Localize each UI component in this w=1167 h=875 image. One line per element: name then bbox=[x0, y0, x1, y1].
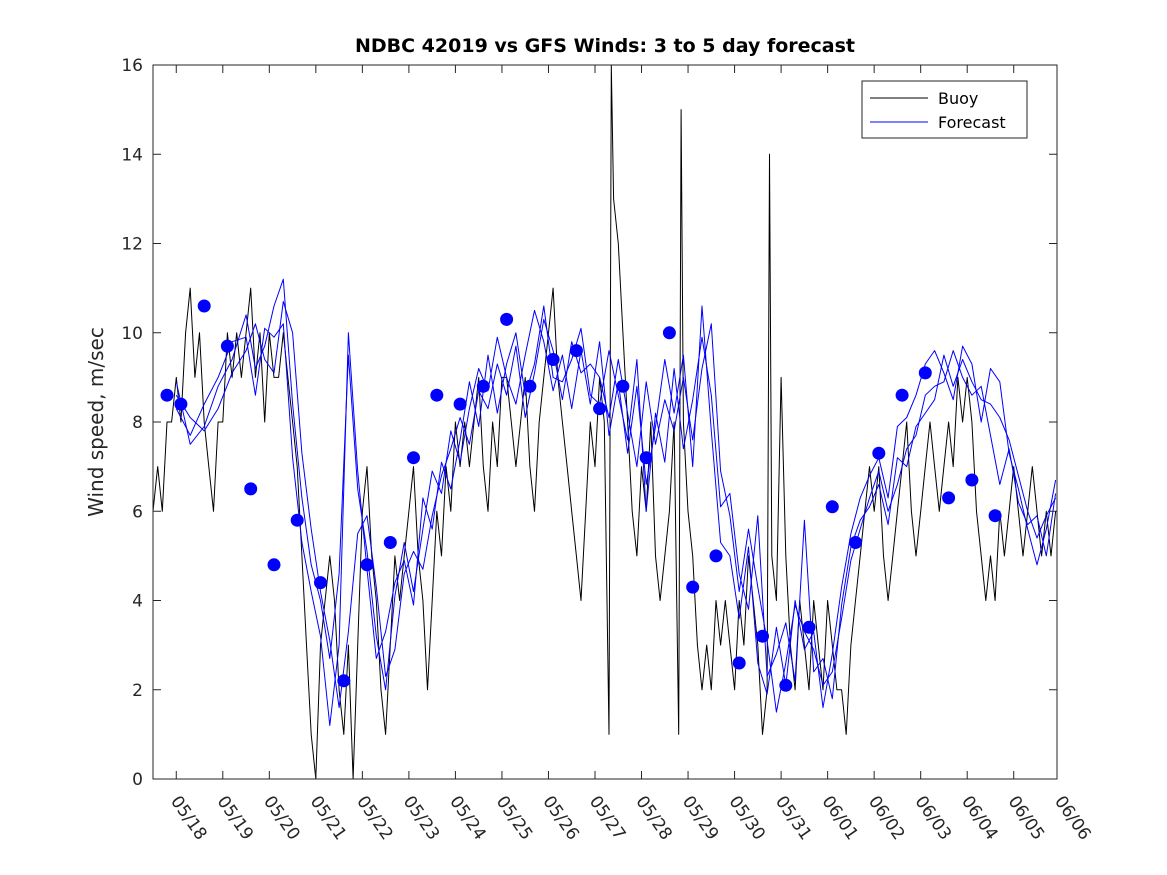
forecast-series-line-3 bbox=[175, 305, 1057, 726]
y-tick-label-14: 14 bbox=[121, 145, 143, 165]
y-axis-label: Wind speed, m/sec bbox=[84, 327, 108, 517]
forecast-marker-11 bbox=[407, 451, 420, 465]
forecast-marker-10 bbox=[383, 536, 397, 549]
y-tick-label-12: 12 bbox=[121, 235, 143, 255]
forecast-marker-15 bbox=[500, 312, 514, 326]
forecast-series-line-2 bbox=[175, 278, 1057, 709]
forecast-marker-29 bbox=[825, 500, 839, 514]
forecast-marker-24 bbox=[709, 549, 723, 563]
forecast-marker-31 bbox=[872, 446, 886, 460]
forecast-marker-19 bbox=[593, 402, 607, 416]
forecast-marker-30 bbox=[849, 536, 862, 549]
forecast-marker-17 bbox=[546, 353, 560, 366]
forecast-marker-36 bbox=[988, 509, 1002, 523]
forecast-marker-2 bbox=[197, 299, 211, 313]
forecast-marker-32 bbox=[895, 388, 909, 402]
forecast-marker-8 bbox=[337, 674, 351, 688]
y-tick-label-10: 10 bbox=[121, 324, 143, 344]
forecast-marker-28 bbox=[802, 620, 816, 634]
forecast-marker-27 bbox=[779, 678, 793, 692]
forecast-marker-25 bbox=[732, 656, 746, 670]
forecast-marker-23 bbox=[686, 580, 700, 594]
forecast-marker-26 bbox=[756, 629, 769, 643]
forecast-marker-5 bbox=[267, 558, 281, 572]
forecast-marker-6 bbox=[290, 513, 304, 527]
legend-forecast-label: Forecast bbox=[938, 113, 1006, 132]
forecast-marker-7 bbox=[314, 576, 327, 590]
data-layer bbox=[152, 64, 1057, 780]
plot-area bbox=[153, 65, 1057, 779]
y-tick-label-0: 0 bbox=[132, 770, 143, 790]
forecast-marker-18 bbox=[569, 344, 583, 358]
forecast-marker-13 bbox=[453, 397, 467, 411]
forecast-marker-12 bbox=[430, 388, 444, 402]
forecast-marker-4 bbox=[244, 482, 258, 496]
forecast-marker-3 bbox=[220, 339, 234, 353]
chart-title: NDBC 42019 vs GFS Winds: 3 to 5 day fore… bbox=[355, 35, 855, 57]
y-tick-label-8: 8 bbox=[132, 413, 143, 433]
forecast-marker-14 bbox=[476, 379, 490, 393]
forecast-marker-34 bbox=[942, 491, 956, 505]
y-tick-label-4: 4 bbox=[132, 592, 143, 612]
buoy-series-line bbox=[152, 64, 1057, 780]
y-tick-label-16: 16 bbox=[121, 56, 143, 76]
legend-box bbox=[861, 80, 1028, 139]
forecast-marker-16 bbox=[523, 379, 537, 393]
y-tick-label-6: 6 bbox=[132, 502, 143, 522]
forecast-marker-21 bbox=[639, 451, 653, 465]
forecast-marker-22 bbox=[662, 326, 676, 340]
y-tick-label-2: 2 bbox=[132, 681, 143, 701]
forecast-marker-0 bbox=[160, 388, 174, 402]
forecast-marker-20 bbox=[616, 379, 630, 393]
forecast-marker-35 bbox=[965, 473, 979, 487]
legend-buoy-label: Buoy bbox=[938, 89, 978, 108]
forecast-marker-33 bbox=[918, 366, 932, 380]
forecast-marker-9 bbox=[360, 558, 374, 572]
legend: Buoy Forecast bbox=[861, 80, 1028, 139]
forecast-marker-1 bbox=[174, 397, 188, 411]
